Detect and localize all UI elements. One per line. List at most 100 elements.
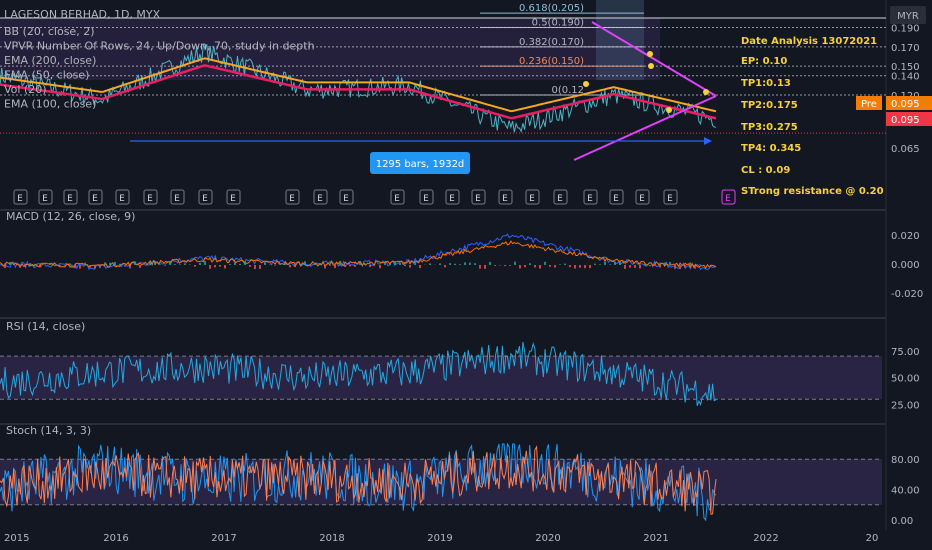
signal-dot: [703, 89, 709, 95]
macd-histogram-bar: [109, 262, 111, 265]
macd-histogram-bar: [244, 261, 246, 265]
earnings-event-marker[interactable]: [143, 189, 158, 205]
last-price-badge: [886, 112, 932, 126]
earnings-event-marker[interactable]: [635, 189, 650, 205]
earnings-event-marker[interactable]: [553, 189, 568, 205]
earnings-event-letter: E: [529, 194, 535, 204]
earnings-event-marker[interactable]: [63, 189, 78, 205]
ema-50-line: [0, 57, 717, 113]
macd-histogram-bar: [414, 261, 416, 265]
earnings-event-letter: E: [147, 194, 153, 204]
macd-histogram-bar: [54, 265, 56, 267]
symbol-title[interactable]: LAGESON BERHAD, 1D, MYX: [4, 8, 161, 21]
time-tick-label: 2020: [535, 533, 560, 544]
macd-histogram-bar: [474, 263, 476, 265]
analysis-note: Date Analysis 13072021: [741, 36, 877, 47]
earnings-event-marker[interactable]: [339, 189, 354, 205]
macd-histogram-bar: [484, 265, 486, 269]
price-tick-label: 0.150: [891, 62, 920, 73]
macd-histogram-bar: [359, 261, 361, 265]
pane-tick-label: 75.00: [891, 347, 920, 358]
earnings-event-marker[interactable]: [285, 189, 300, 205]
macd-histogram-bar: [569, 265, 571, 268]
time-tick-label: 2019: [427, 533, 452, 544]
macd-histogram-bar: [34, 263, 36, 265]
macd-histogram-bar: [639, 265, 641, 269]
macd-histogram-bar: [199, 262, 201, 265]
earnings-event-marker-upcoming[interactable]: [721, 189, 736, 205]
analysis-annotations[interactable]: Date Analysis 13072021 EP: 0.10 TP1:0.13 TP…: [741, 36, 884, 197]
time-tick-label: 2016: [103, 533, 128, 544]
indicator-legend-item[interactable]: VPVR Number Of Rows, 24, Up/Down, 70, st…: [4, 40, 315, 53]
macd-histogram-bar: [29, 263, 31, 265]
triangle-upper-trendline[interactable]: [591, 21, 717, 97]
macd-pane[interactable]: MACD (12, 26, close, 9) 0.020 0.000 -0.020: [0, 210, 923, 300]
analysis-note: STrong resistance @ 0.20: [741, 186, 884, 197]
earnings-event-marker[interactable]: [498, 189, 513, 205]
macd-histogram-bar: [344, 265, 346, 267]
macd-histogram-bar: [94, 265, 96, 269]
earnings-event-letter: E: [557, 194, 563, 204]
macd-histogram-bar: [184, 263, 186, 265]
date-range-label: 1295 bars, 1932d: [376, 159, 465, 170]
earnings-event-marker[interactable]: [88, 189, 103, 205]
stoch-pane[interactable]: Stoch (14, 3, 3) 80.00 40.00 0.00: [0, 424, 920, 527]
earnings-event-marker[interactable]: [390, 189, 405, 205]
pane-title[interactable]: MACD (12, 26, close, 9): [6, 210, 135, 223]
indicator-legend-item[interactable]: EMA (100, close): [4, 98, 96, 111]
price-axis[interactable]: 0.1900.1700.1500.1400.1200.065Pre0.0950.…: [0, 17, 932, 155]
macd-histogram-bar: [394, 261, 396, 265]
earnings-event-letter: E: [17, 194, 23, 204]
macd-histogram-bar: [329, 265, 331, 266]
price-tick-label: 0.140: [891, 72, 920, 83]
analysis-note: TP4: 0.345: [741, 143, 801, 154]
indicator-legend-item[interactable]: Vol (20): [4, 83, 47, 96]
earnings-event-marker[interactable]: [583, 189, 598, 205]
earnings-event-marker[interactable]: [525, 189, 540, 205]
earnings-event-marker[interactable]: [226, 189, 241, 205]
earnings-event-marker[interactable]: [419, 189, 434, 205]
macd-histogram-bar: [544, 261, 546, 265]
macd-histogram-bar: [584, 265, 586, 269]
indicator-legend-item[interactable]: EMA (200, close): [4, 54, 96, 67]
fib-zone-fill: [596, 0, 644, 80]
earnings-event-marker[interactable]: [115, 189, 130, 205]
earnings-event-marker[interactable]: [445, 189, 460, 205]
currency-badge[interactable]: [890, 6, 926, 24]
pane-title[interactable]: Stoch (14, 3, 3): [6, 424, 91, 437]
macd-histogram-bar: [124, 265, 126, 267]
triangle-lower-trendline[interactable]: [573, 95, 717, 161]
macd-histogram-bar: [69, 263, 71, 265]
macd-histogram-bar: [379, 265, 381, 269]
earnings-event-marker[interactable]: [609, 189, 624, 205]
macd-histogram-bar: [229, 264, 231, 265]
macd-histogram-bar: [364, 263, 366, 265]
indicator-legend[interactable]: BB (20, close, 2) VPVR Number Of Rows, 24…: [4, 25, 315, 111]
earnings-event-marker[interactable]: [198, 189, 213, 205]
earnings-event-marker[interactable]: [170, 189, 185, 205]
macd-histogram-bar: [159, 264, 161, 265]
pane-title[interactable]: RSI (14, close): [6, 320, 85, 333]
earnings-event-marker[interactable]: [471, 189, 486, 205]
earnings-event-marker[interactable]: [663, 189, 678, 205]
macd-histogram-bar: [464, 262, 466, 265]
earnings-event-marker[interactable]: [38, 189, 53, 205]
earnings-event-marker[interactable]: [313, 189, 328, 205]
macd-histogram-bar: [129, 265, 131, 269]
macd-histogram-bar: [619, 261, 621, 265]
price-tick-label: 0.170: [891, 43, 920, 54]
macd-histogram-bar: [214, 265, 216, 268]
earnings-event-letter: E: [423, 194, 429, 204]
rsi-pane[interactable]: RSI (14, close) 75.00 50.00 25.00: [0, 320, 920, 412]
indicator-legend-item[interactable]: EMA (50, close): [4, 69, 89, 82]
macd-histogram-bar: [529, 263, 531, 265]
ema-200-line: [0, 64, 717, 120]
macd-histogram-bar: [574, 265, 576, 269]
time-axis[interactable]: 2015 2016 2017 2018 2019 2020 2021 2022 20: [4, 533, 878, 544]
macd-histogram-bar: [9, 262, 11, 265]
earnings-event-marker[interactable]: [13, 189, 28, 205]
indicator-legend-item[interactable]: BB (20, close, 2): [4, 25, 95, 38]
